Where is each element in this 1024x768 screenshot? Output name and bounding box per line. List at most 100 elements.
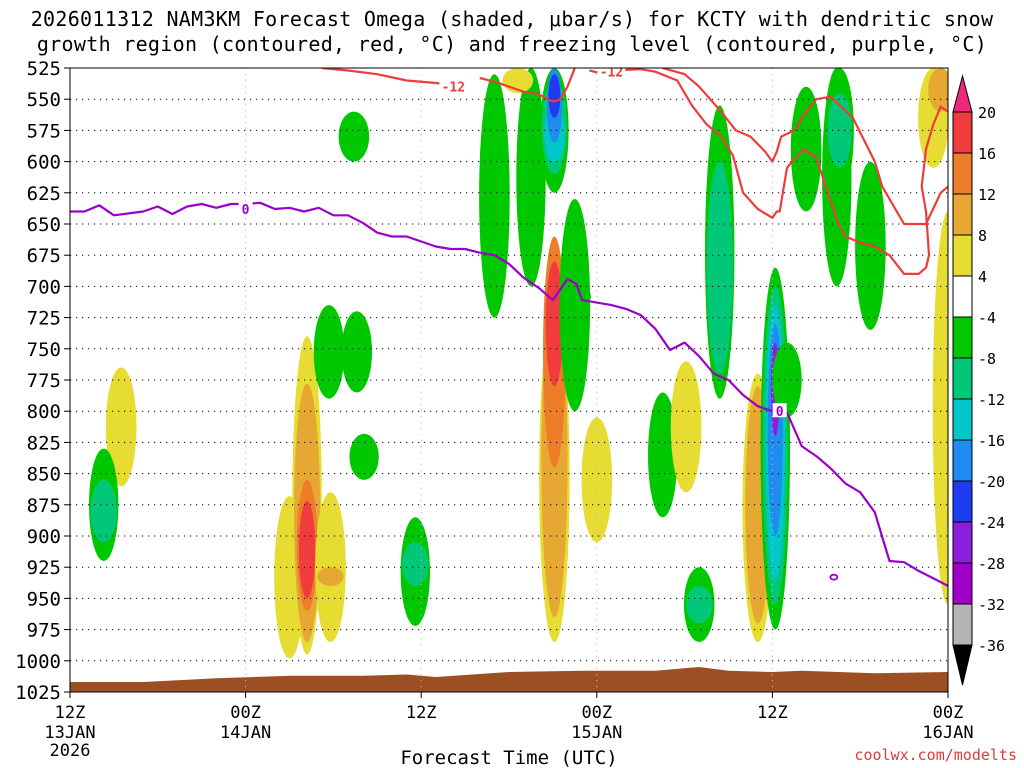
colorbar-label-8: 8 bbox=[978, 227, 987, 245]
omega-area-13 bbox=[349, 433, 379, 480]
colorbar-top-arrow bbox=[952, 74, 973, 113]
omega-area-10 bbox=[338, 111, 370, 162]
source-credit[interactable]: coolwx.com/modelts bbox=[854, 746, 1017, 764]
x-tick-date-5: 16JAN bbox=[922, 723, 973, 743]
colorbar-bin-1 bbox=[952, 111, 973, 154]
colorbar-label--20: -20 bbox=[978, 473, 1005, 491]
x-tick-label-0: 12Z bbox=[55, 703, 86, 723]
dgz-label-bg-1 bbox=[597, 68, 626, 78]
colorbar-bin-10 bbox=[952, 480, 973, 523]
colorbar-bin-7 bbox=[952, 357, 973, 400]
colorbar-bottom-arrow bbox=[952, 644, 973, 686]
y-tick-label-625: 625 bbox=[27, 183, 61, 205]
omega-area-7 bbox=[299, 501, 316, 599]
colorbar-label--36: -36 bbox=[978, 637, 1005, 655]
colorbar-bin-4 bbox=[952, 234, 973, 277]
y-tick-label-825: 825 bbox=[27, 432, 61, 454]
x-tick-label-4: 12Z bbox=[757, 703, 788, 723]
x-tick-date-3: 15JAN bbox=[571, 723, 622, 743]
omega-area-2 bbox=[90, 479, 117, 543]
colorbar-label--24: -24 bbox=[978, 514, 1005, 532]
omega-area-0 bbox=[105, 367, 137, 487]
x-tick-date-1: 14JAN bbox=[220, 723, 271, 743]
y-tick-label-1025: 1025 bbox=[15, 682, 61, 704]
dgz-contour-label-0: -12 bbox=[442, 81, 465, 96]
omega-area-22 bbox=[548, 74, 561, 118]
colorbar-label-4: 4 bbox=[978, 268, 987, 286]
y-tick-label-925: 925 bbox=[27, 557, 61, 579]
chart-title-line-2: growth region (contoured, red, °C) and f… bbox=[36, 32, 988, 56]
omega-shading bbox=[89, 68, 948, 659]
colorbar-bin-13 bbox=[952, 603, 973, 646]
omega-area-31 bbox=[648, 392, 678, 518]
freezing-label-bg-1 bbox=[772, 403, 787, 418]
freezing-contour-label-0: 0 bbox=[242, 203, 250, 218]
omega-area-35 bbox=[687, 592, 711, 618]
y-tick-label-900: 900 bbox=[27, 526, 61, 548]
colorbar-bin-6 bbox=[952, 316, 973, 359]
omega-area-16 bbox=[479, 74, 510, 318]
colorbar-label-16: 16 bbox=[978, 145, 996, 163]
dgz-label-bg-0 bbox=[439, 78, 468, 93]
omega-area-53 bbox=[928, 68, 948, 112]
dgz-contour-label-1: -12 bbox=[600, 66, 623, 81]
y-tick-label-725: 725 bbox=[27, 308, 61, 330]
omega-area-17 bbox=[516, 68, 546, 287]
terrain-fill bbox=[70, 667, 948, 692]
y-tick-label-850: 850 bbox=[27, 464, 61, 486]
y-tick-label-975: 975 bbox=[27, 620, 61, 642]
y-tick-label-775: 775 bbox=[27, 370, 61, 392]
colorbar-label--4: -4 bbox=[978, 309, 996, 327]
x-tick-label-2: 12Z bbox=[406, 703, 437, 723]
colorbar-bin-11 bbox=[952, 521, 973, 564]
colorbar-label-12: 12 bbox=[978, 186, 996, 204]
colorbar-label--8: -8 bbox=[978, 350, 996, 368]
contours: -12 -12 0 0 bbox=[70, 66, 948, 587]
dgz-contour-line-2 bbox=[589, 68, 948, 275]
omega-area-46 bbox=[772, 342, 802, 418]
x-axis-label: Forecast Time (UTC) bbox=[400, 747, 617, 768]
colorbar-bin-8 bbox=[952, 398, 973, 441]
x-tick-label-5: 00Z bbox=[933, 703, 964, 723]
y-tick-label-550: 550 bbox=[27, 89, 61, 111]
y-tick-label-525: 525 bbox=[27, 58, 61, 80]
x-tick-label-1: 00Z bbox=[230, 703, 261, 723]
y-tick-label-1000: 1000 bbox=[15, 651, 61, 673]
freezing-label-bg-0 bbox=[238, 201, 253, 216]
dgz-contour-line-1 bbox=[479, 68, 576, 103]
freezing-level-closed-contour bbox=[829, 573, 839, 581]
y-tick-label-650: 650 bbox=[27, 214, 61, 236]
omega-area-54 bbox=[932, 211, 948, 605]
y-tick-label-675: 675 bbox=[27, 245, 61, 267]
colorbar-label--32: -32 bbox=[978, 596, 1005, 614]
x-tick-year-0: 2026 bbox=[50, 741, 91, 761]
colorbar-label-20: 20 bbox=[978, 104, 996, 122]
omega-area-11 bbox=[313, 305, 345, 399]
chart-title-line-1: 2026011312 NAM3KM Forecast Omega (shaded… bbox=[30, 7, 994, 31]
y-tick-label-750: 750 bbox=[27, 339, 61, 361]
y-tick-label-800: 800 bbox=[27, 401, 61, 423]
colorbar-label--12: -12 bbox=[978, 391, 1005, 409]
dgz-contour-line-0 bbox=[321, 68, 458, 87]
grid bbox=[70, 68, 948, 692]
y-tick-label-600: 600 bbox=[27, 152, 61, 174]
y-tick-label-575: 575 bbox=[27, 120, 61, 142]
colorbar-bin-3 bbox=[952, 193, 973, 236]
colorbar-bin-9 bbox=[952, 439, 973, 482]
omega-area-9 bbox=[317, 567, 344, 586]
colorbar-label--28: -28 bbox=[978, 555, 1005, 573]
omega-area-32 bbox=[670, 361, 702, 493]
omega-area-15 bbox=[402, 542, 429, 586]
x-tick-date-0: 13JAN bbox=[44, 723, 95, 743]
colorbar: 20 16 12 8 4 -4 -8 -12 -16 -20 -24 -28 -32 -36 bbox=[952, 74, 1005, 686]
y-tick-label-875: 875 bbox=[27, 495, 61, 517]
omega-area-29 bbox=[561, 286, 591, 307]
omega-area-38 bbox=[707, 236, 732, 362]
omega-area-30 bbox=[581, 417, 613, 543]
colorbar-bin-5 bbox=[952, 275, 973, 318]
y-tick-label-700: 700 bbox=[27, 276, 61, 298]
y-tick-label-950: 950 bbox=[27, 588, 61, 610]
terrain-surface bbox=[70, 667, 948, 692]
freezing-level-line bbox=[70, 201, 948, 587]
